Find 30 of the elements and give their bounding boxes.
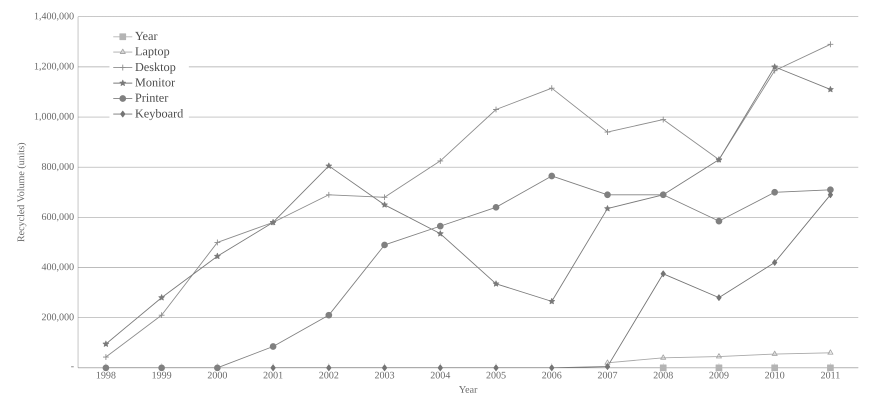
x-tick-label: 2006 <box>542 372 562 379</box>
x-tick-label: 2000 <box>208 372 228 379</box>
x-tick-label: 2004 <box>430 372 450 379</box>
y-tick-label: 600,000 <box>42 213 74 222</box>
x-tick-label: 2009 <box>709 372 729 379</box>
x-tick-label: 1998 <box>96 372 116 379</box>
legend-label: Monitor <box>135 78 176 86</box>
y-tick-label: 1,000,000 <box>34 112 74 122</box>
legend-label: Keyboard <box>135 108 184 120</box>
y-tick-label: 1,200,000 <box>34 62 74 71</box>
legend-label: Desktop <box>135 62 176 74</box>
x-tick-label: 2007 <box>598 372 618 379</box>
x-tick-label: 2003 <box>374 372 394 379</box>
x-tick-label: 2005 <box>486 372 506 379</box>
x-tick-label: 2008 <box>654 372 673 379</box>
y-tick-label: 200,000 <box>42 314 74 322</box>
x-tick-label: 2011 <box>821 372 840 379</box>
x-axis-title: Year <box>459 386 478 393</box>
x-tick-label: 2001 <box>264 372 283 379</box>
y-axis-title: Recycled Volume (units) <box>17 142 26 242</box>
y-tick-label: - <box>71 366 74 368</box>
legend-label: Laptop <box>135 47 170 58</box>
y-tick-label: 400,000 <box>42 263 74 272</box>
y-tick-label: 800,000 <box>42 163 74 172</box>
legend-label: Printer <box>135 94 168 102</box>
legend-label: Year <box>135 32 158 40</box>
x-tick-label: 1999 <box>152 372 172 379</box>
x-tick-label: 2010 <box>765 372 784 379</box>
x-tick-label: 2002 <box>319 372 338 379</box>
y-tick-label: 1,400,000 <box>34 12 74 21</box>
